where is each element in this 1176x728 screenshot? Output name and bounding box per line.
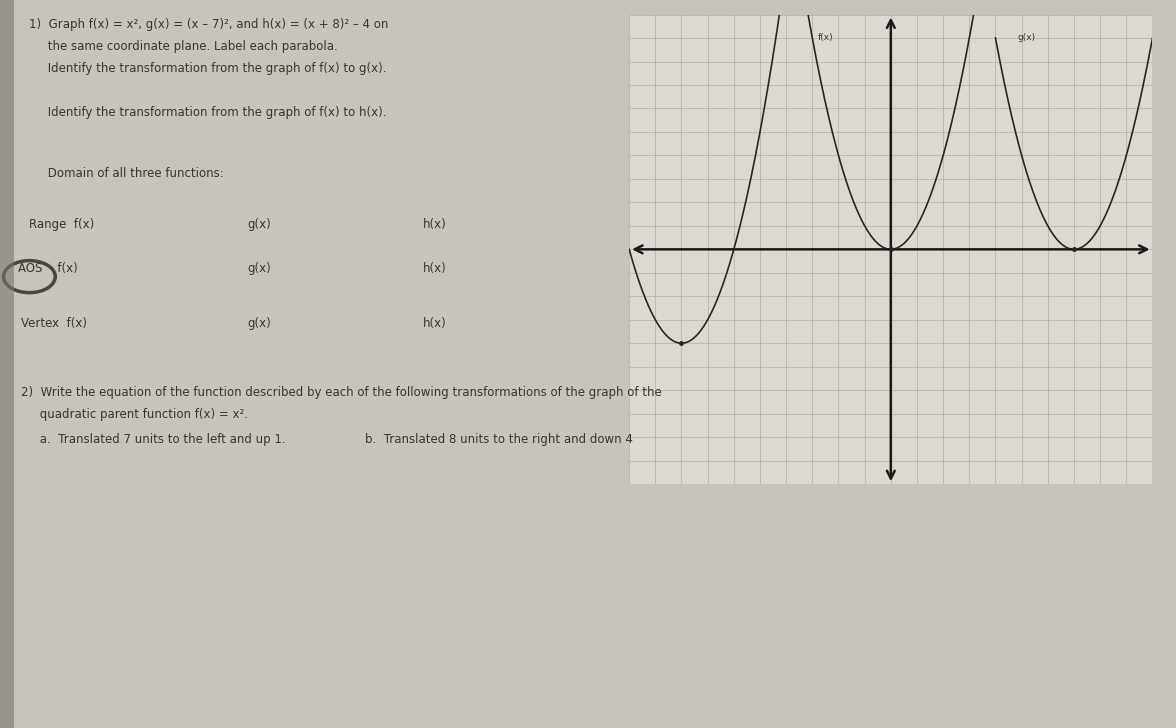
- Text: a.  Translated 7 units to the left and up 1.: a. Translated 7 units to the left and up…: [21, 433, 286, 446]
- Text: Identify the transformation from the graph of f(x) to g(x).: Identify the transformation from the gra…: [29, 62, 387, 75]
- Text: quadratic parent function f(x) = x².: quadratic parent function f(x) = x².: [21, 408, 248, 421]
- Text: Domain of all three functions:: Domain of all three functions:: [29, 167, 225, 181]
- Text: h(x): h(x): [423, 317, 447, 330]
- Text: f(x): f(x): [817, 33, 834, 42]
- Text: the same coordinate plane. Label each parabola.: the same coordinate plane. Label each pa…: [29, 40, 339, 53]
- Text: g(x): g(x): [247, 317, 270, 330]
- Text: 1)  Graph f(x) = x², g(x) = (x – 7)², and h(x) = (x + 8)² – 4 on: 1) Graph f(x) = x², g(x) = (x – 7)², and…: [29, 18, 389, 31]
- Text: h(x): h(x): [423, 218, 447, 232]
- Text: b.  Translated 8 units to the right and down 4: b. Translated 8 units to the right and d…: [365, 433, 633, 446]
- Text: g(x): g(x): [247, 218, 270, 232]
- Text: Identify the transformation from the graph of f(x) to h(x).: Identify the transformation from the gra…: [29, 106, 387, 119]
- Text: g(x): g(x): [1017, 33, 1036, 42]
- Text: Vertex  f(x): Vertex f(x): [21, 317, 87, 330]
- Bar: [0, 0, 14, 728]
- Text: g(x): g(x): [247, 262, 270, 275]
- Text: h(x): h(x): [423, 262, 447, 275]
- Text: Range  f(x): Range f(x): [29, 218, 94, 232]
- Text: 2)  Write the equation of the function described by each of the following transf: 2) Write the equation of the function de…: [21, 386, 662, 399]
- Text: AOS    f(x): AOS f(x): [18, 262, 78, 275]
